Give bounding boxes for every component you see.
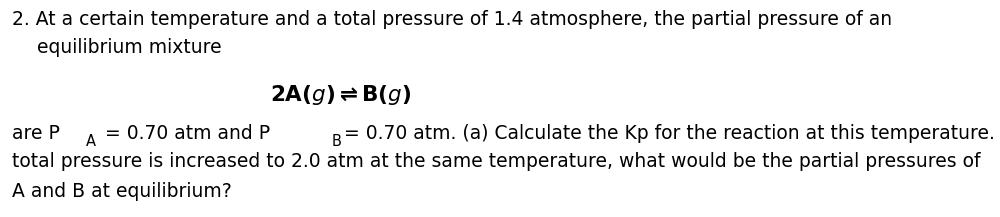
Text: = 0.70 atm and P: = 0.70 atm and P xyxy=(99,124,270,143)
Text: $\mathbf{2A(}$$\mathit{g}$$\mathbf{) \rightleftharpoons B(}$$\mathit{g}$$\mathbf: $\mathbf{2A(}$$\mathit{g}$$\mathbf{) \ri… xyxy=(270,83,411,107)
Text: equilibrium mixture: equilibrium mixture xyxy=(37,38,222,57)
Text: A: A xyxy=(86,134,96,149)
Text: = 0.70 atm. (a) Calculate the Kp for the reaction at this temperature. (b) If th: = 0.70 atm. (a) Calculate the Kp for the… xyxy=(344,124,1000,143)
Text: B: B xyxy=(331,134,341,149)
Text: are P: are P xyxy=(12,124,60,143)
Text: 2. At a certain temperature and a total pressure of 1.4 atmosphere, the partial : 2. At a certain temperature and a total … xyxy=(12,10,892,29)
Text: A and B at equilibrium?: A and B at equilibrium? xyxy=(12,182,232,201)
Text: total pressure is increased to 2.0 atm at the same temperature, what would be th: total pressure is increased to 2.0 atm a… xyxy=(12,152,980,171)
